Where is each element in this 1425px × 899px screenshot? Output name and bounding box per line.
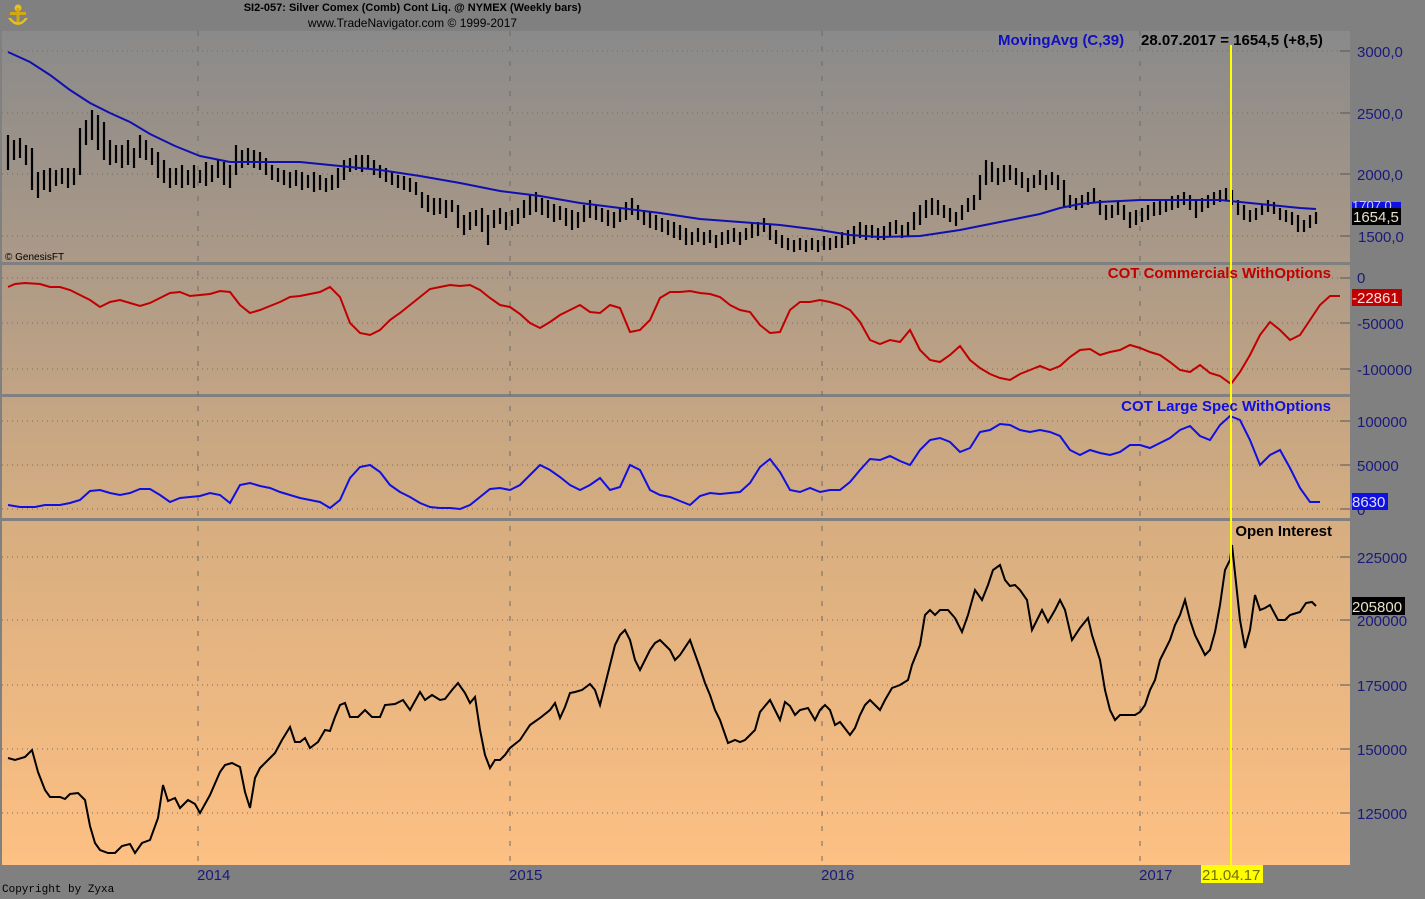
spec-tick-0: 0 (1357, 502, 1365, 519)
oi-tick-150000: 150000 (1357, 742, 1407, 759)
moving-average-line (7, 51, 1317, 239)
year-label-2017: 2017 (1139, 867, 1172, 884)
oi-tick-125000: 125000 (1357, 806, 1407, 823)
vertical-year-gridlines (197, 31, 1141, 865)
highlight-date-text: 21.04.17 (1202, 867, 1260, 884)
comm-tick-100000: -100000 (1357, 362, 1412, 379)
highlight-date-badge (1201, 865, 1263, 883)
comm-last-text: -22861 (1352, 290, 1399, 307)
last-price-badge (1352, 208, 1401, 225)
comm-tick-0: 0 (1357, 270, 1365, 287)
chart-subtitle: www.TradeNavigator.com © 1999-2017 (307, 16, 518, 30)
ma-legend: MovingAvg (C,39) (998, 32, 1124, 49)
cot-large-spec-line (7, 414, 1320, 511)
spec-tick-100000: 100000 (1357, 414, 1407, 431)
open-interest-line (7, 544, 1317, 855)
cot-commercials-line (7, 281, 1340, 386)
comm-last-badge (1352, 289, 1402, 306)
copyright-footer: Copyright by Zyxa (2, 884, 115, 896)
open-interest-label: Open Interest (1235, 523, 1332, 540)
price-tick-2500: 2500,0 (1357, 106, 1403, 123)
price-tick-1500: 1500,0 (1358, 229, 1404, 246)
panel-divider (0, 262, 1352, 265)
spec-last-badge (1352, 493, 1388, 510)
price-bars (6, 110, 1318, 252)
axis-ticks (1340, 50, 1350, 814)
large-spec-label: COT Large Spec WithOptions (1121, 398, 1331, 415)
year-label-2015: 2015 (509, 867, 542, 884)
comm-tick-50000: -50000 (1357, 316, 1404, 333)
last-price-text: 1654,5 (1353, 209, 1399, 226)
year-label-2014: 2014 (197, 867, 230, 884)
chart-title: SI2-057: Silver Comex (Comb) Cont Liq. @… (243, 2, 582, 14)
oi-tick-200000: 200000 (1357, 613, 1407, 630)
gold-anchor-logo-icon (4, 2, 32, 30)
oi-tick-175000: 175000 (1357, 678, 1407, 695)
oi-tick-225000: 225000 (1357, 550, 1407, 567)
commercials-label: COT Commercials WithOptions (1108, 265, 1331, 282)
price-readout: 28.07.2017 = 1654,5 (+8,5) (1141, 32, 1323, 49)
spec-last-text: 8630 (1352, 494, 1385, 511)
panel-divider (0, 518, 1352, 521)
price-tick-2000: 2000,0 (1357, 167, 1403, 184)
panel-divider (0, 394, 1352, 397)
year-label-2016: 2016 (821, 867, 854, 884)
price-tick-3000: 3000,0 (1357, 44, 1403, 61)
oi-last-text: 205800 (1352, 599, 1402, 616)
ma-value-badge (1352, 202, 1401, 210)
oi-last-badge (1352, 597, 1405, 615)
spec-tick-50000: 50000 (1357, 458, 1399, 475)
genesis-watermark: © GenesisFT (5, 252, 64, 263)
